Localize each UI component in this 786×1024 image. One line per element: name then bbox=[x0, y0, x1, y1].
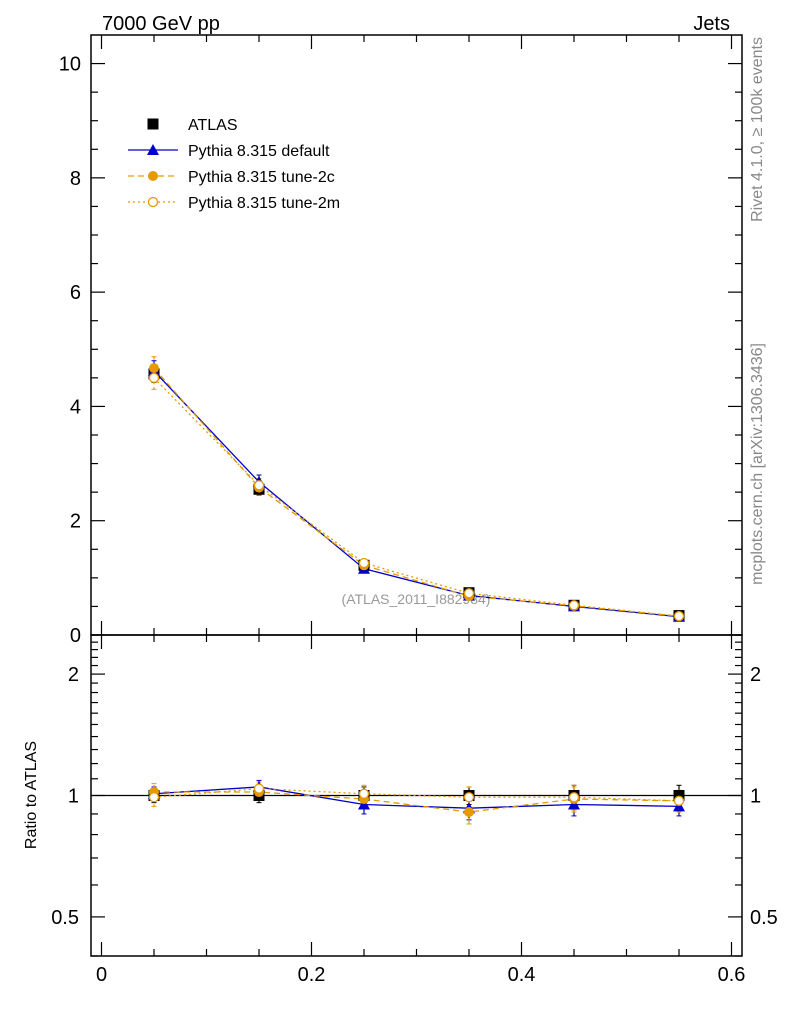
legend-label: Pythia 8.315 default bbox=[188, 143, 330, 160]
data-point bbox=[253, 480, 265, 491]
main-y-tick-label: 0 bbox=[70, 625, 81, 647]
data-point bbox=[358, 557, 370, 569]
x-axis: 0 0.2 0.4 0.6 bbox=[96, 35, 745, 986]
main-y-tick-label: 8 bbox=[70, 168, 81, 190]
ratio-y-axis: 0.5 0.5 1 1 2 2 bbox=[51, 634, 778, 957]
mcplots-label: mcplots.cern.ch [arXiv:1306.3436] bbox=[749, 343, 766, 585]
series-line bbox=[153, 370, 680, 618]
data-point bbox=[673, 610, 685, 622]
ratio-y-tick-label: 2 bbox=[68, 664, 79, 686]
x-tick-label: 0 bbox=[96, 964, 107, 986]
series-line bbox=[153, 787, 680, 802]
rivet-version-label: Rivet 4.1.0, ≥ 100k events bbox=[749, 37, 766, 222]
data-point bbox=[148, 792, 160, 803]
data-point bbox=[358, 788, 370, 799]
ratio-y-tick-label: 1 bbox=[68, 786, 79, 808]
data-point bbox=[463, 792, 475, 803]
data-point bbox=[464, 807, 474, 818]
series-line bbox=[153, 377, 680, 617]
series-line bbox=[154, 791, 680, 813]
ratio-y-tick-label-right: 2 bbox=[750, 664, 761, 686]
data-point bbox=[463, 588, 475, 599]
series-line bbox=[153, 786, 680, 809]
legend-marker bbox=[147, 144, 159, 155]
legend-label: Pythia 8.315 tune-2m bbox=[188, 195, 340, 212]
data-point bbox=[148, 372, 160, 384]
legend: ATLAS Pythia 8.315 default Pythia 8.315 tu… bbox=[128, 117, 340, 212]
legend-label: Pythia 8.315 tune-2c bbox=[188, 169, 335, 186]
main-y-tick-label: 4 bbox=[70, 396, 81, 418]
legend-marker bbox=[147, 118, 159, 130]
main-y-axis: 0 2 4 6 8 10 bbox=[59, 54, 742, 647]
main-y-tick-label: 6 bbox=[70, 282, 81, 304]
data-point bbox=[673, 795, 685, 806]
data-point bbox=[253, 783, 265, 794]
data-point bbox=[673, 790, 685, 801]
x-tick-label: 0.2 bbox=[298, 964, 326, 986]
legend-label: ATLAS bbox=[188, 117, 238, 134]
header-left-label: 7000 GeV pp bbox=[102, 13, 220, 35]
x-tick-label: 0.4 bbox=[508, 964, 536, 986]
main-y-tick-label: 2 bbox=[70, 511, 81, 533]
data-point bbox=[568, 792, 580, 803]
x-tick-label: 0.6 bbox=[718, 964, 746, 986]
data-point bbox=[149, 363, 159, 374]
ratio-y-tick-label-right: 0.5 bbox=[750, 907, 778, 929]
main-y-tick-label: 10 bbox=[59, 54, 81, 76]
analysis-watermark: (ATLAS_2011_I882984) bbox=[342, 591, 491, 607]
series-line bbox=[153, 367, 680, 617]
legend-marker bbox=[147, 196, 159, 208]
data-point bbox=[568, 600, 580, 611]
ratio-y-tick-label: 0.5 bbox=[51, 907, 79, 929]
ratio-y-tick-label-right: 1 bbox=[750, 786, 761, 808]
header-right-label: Jets bbox=[693, 13, 730, 35]
ratio-y-axis-label: Ratio to ATLAS bbox=[23, 741, 40, 849]
legend-marker bbox=[148, 171, 158, 181]
main-plot-series bbox=[148, 356, 685, 622]
ratio-plot-series bbox=[148, 779, 685, 825]
